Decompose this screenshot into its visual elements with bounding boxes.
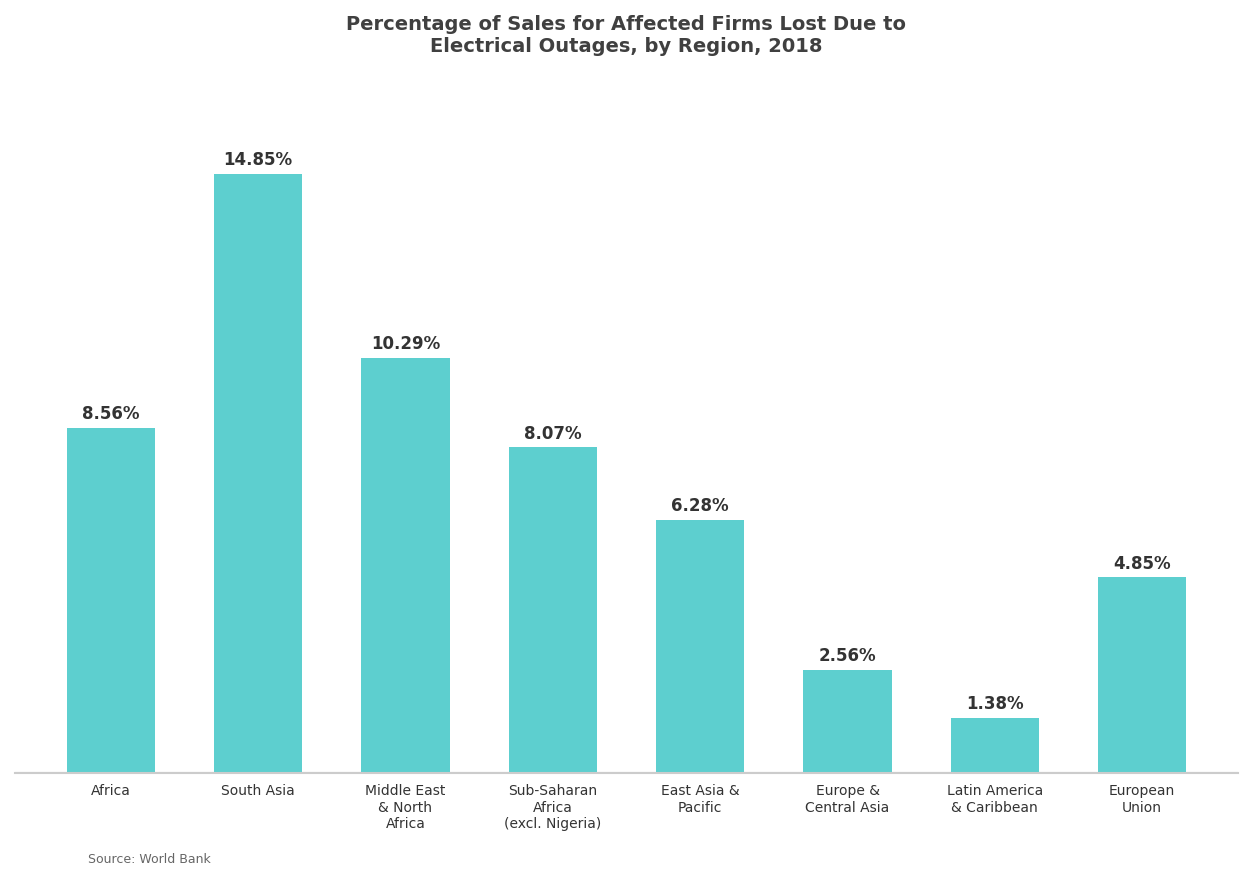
- Bar: [657, 520, 744, 774]
- Text: 8.56%: 8.56%: [81, 404, 139, 423]
- Bar: [951, 717, 1039, 774]
- Text: 10.29%: 10.29%: [371, 335, 440, 353]
- Text: Source: World Bank: Source: World Bank: [88, 854, 211, 866]
- Bar: [214, 174, 302, 774]
- Bar: [66, 427, 155, 774]
- Text: 1.38%: 1.38%: [966, 695, 1024, 713]
- Bar: [803, 670, 892, 774]
- Bar: [361, 358, 450, 774]
- Title: Percentage of Sales for Affected Firms Lost Due to
Electrical Outages, by Region: Percentage of Sales for Affected Firms L…: [347, 15, 906, 56]
- Bar: [1098, 577, 1187, 774]
- Bar: [509, 448, 596, 774]
- Text: 6.28%: 6.28%: [672, 497, 729, 515]
- Text: 2.56%: 2.56%: [818, 647, 876, 665]
- Text: 14.85%: 14.85%: [223, 151, 293, 168]
- Text: 8.07%: 8.07%: [524, 425, 581, 442]
- Text: 4.85%: 4.85%: [1114, 554, 1172, 573]
